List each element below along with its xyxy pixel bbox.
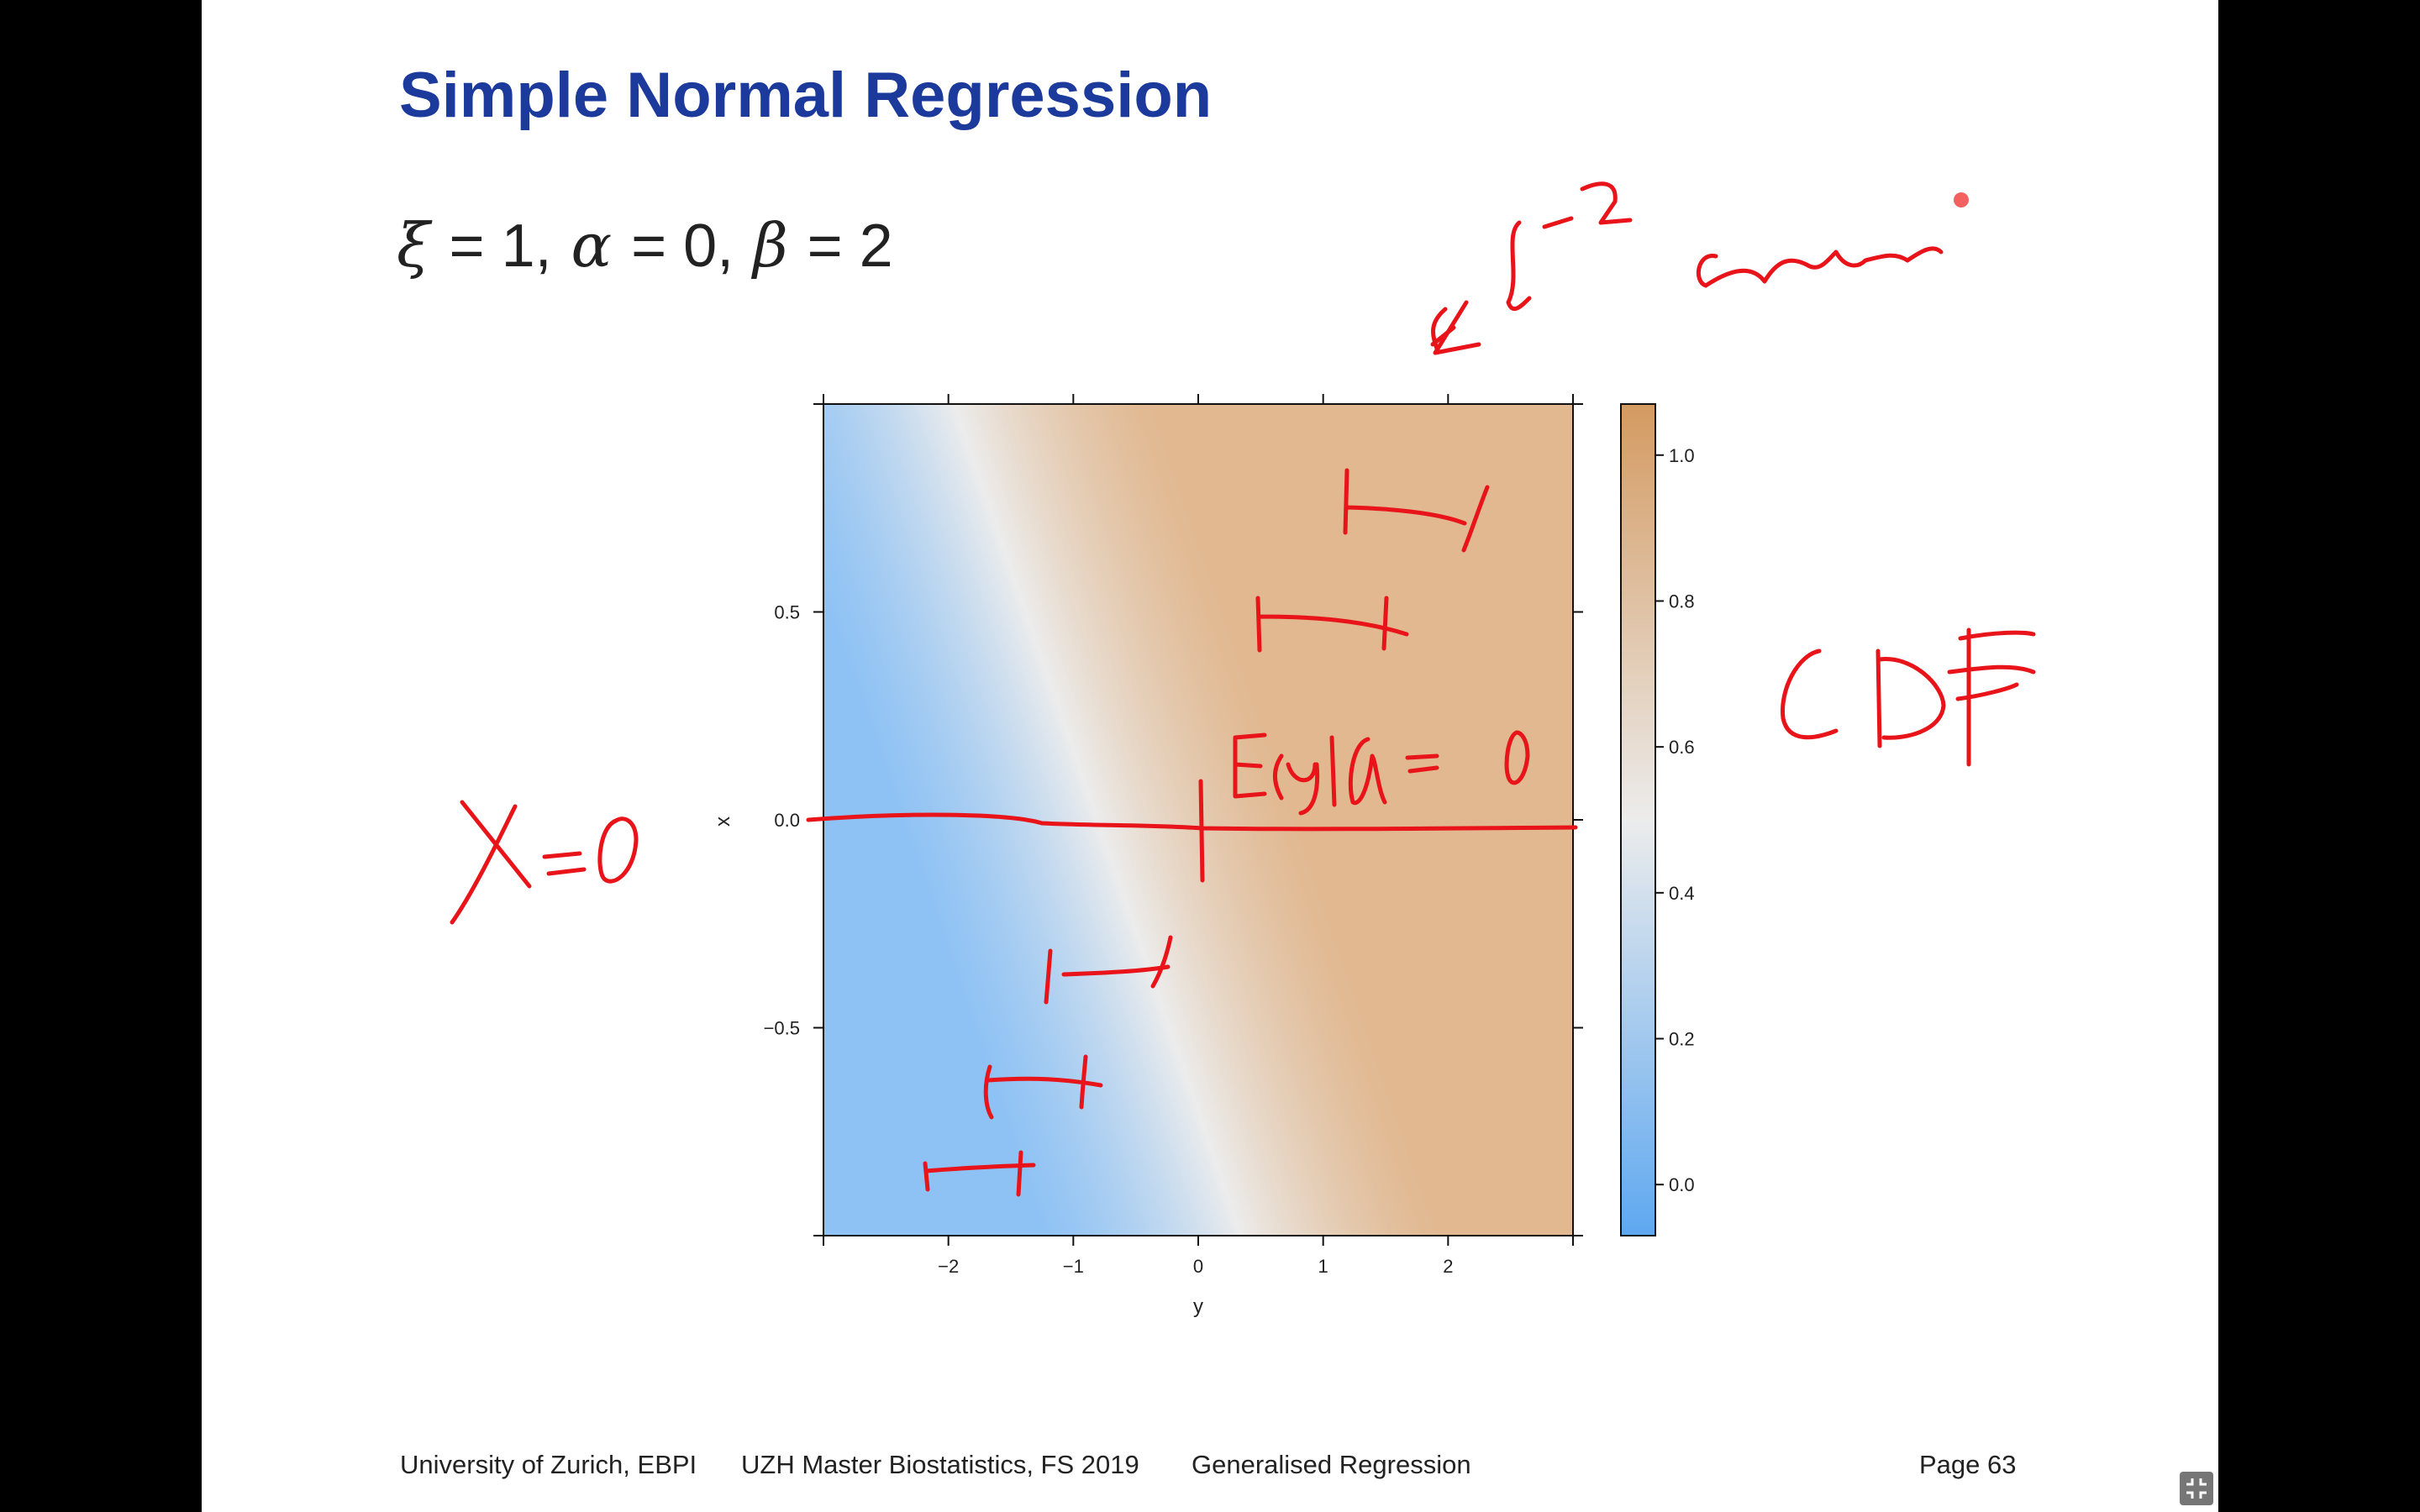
ink-constant-text — [1430, 181, 1944, 351]
ink-x-equals-zero-line — [806, 812, 1578, 832]
y-tick-label: −0.5 — [764, 1018, 800, 1039]
alpha-symbol: α — [571, 210, 613, 281]
x-axis-label: y — [1193, 1295, 1203, 1318]
parameter-formula: ξ = 1, α = 0, β = 2 — [397, 210, 893, 281]
colorbar-ticks: 1.0 0.8 0.6 0.4 0.2 0.0 — [1655, 445, 1695, 1195]
colorbar-tick-label: 0.8 — [1669, 591, 1695, 612]
x-tick-label: 0 — [1193, 1256, 1203, 1277]
footer-course: UZH Master Biostatistics, FS 2019 — [741, 1450, 1139, 1479]
x-axis-ticks: −2 −1 0 1 2 — [823, 394, 1574, 1277]
footer-institution: University of Zurich, EBPI — [400, 1450, 697, 1479]
ink-interval-1 — [1343, 468, 1490, 553]
ink-arrow — [1433, 300, 1481, 355]
ink-interval-4 — [983, 1054, 1103, 1120]
xi-symbol: ξ — [397, 210, 430, 281]
handwritten-annotations — [450, 181, 2036, 1197]
beta-symbol: β — [753, 210, 788, 281]
x-tick-label: 2 — [1443, 1256, 1453, 1277]
ink-y-zero-tick — [1198, 779, 1205, 883]
ink-cdf-text — [1781, 627, 2036, 767]
colorbar-tick-label: 0.4 — [1669, 883, 1695, 904]
beta-value: = 2 — [807, 213, 893, 280]
xi-value: = 1, — [449, 213, 552, 280]
slide: Simple Normal Regression ξ = 1, α = 0, β… — [202, 0, 2218, 1512]
ink-interval-3 — [1044, 935, 1173, 1005]
colorbar-tick-label: 0.0 — [1669, 1174, 1695, 1195]
colorbar-tick-label: 0.6 — [1669, 737, 1695, 758]
ink-x-equals-zero-text — [450, 800, 639, 925]
y-axis-label: x — [712, 816, 734, 827]
heatmap-area — [823, 404, 1573, 1236]
colorbar-tick-label: 1.0 — [1669, 445, 1695, 466]
pointer-dot — [1954, 192, 1969, 207]
ink-expectation-text — [1233, 730, 1530, 816]
ink-interval-2 — [1255, 596, 1409, 653]
x-tick-label: −1 — [1063, 1256, 1084, 1277]
x-tick-label: −2 — [938, 1256, 959, 1277]
x-tick-label: 1 — [1318, 1256, 1328, 1277]
exit-fullscreen-icon[interactable] — [2180, 1472, 2213, 1505]
slide-title: Simple Normal Regression — [399, 60, 1213, 131]
colorbar — [1620, 403, 1656, 1236]
y-tick-label: 0.0 — [774, 810, 800, 831]
y-axis-ticks: 0.5 0.0 −0.5 — [764, 403, 1583, 1236]
alpha-value: = 0, — [631, 213, 734, 280]
ink-interval-5 — [923, 1150, 1036, 1197]
colorbar-tick-label: 0.2 — [1669, 1029, 1695, 1050]
y-tick-label: 0.5 — [774, 602, 800, 623]
footer-topic: Generalised Regression — [1192, 1450, 1471, 1479]
footer-page-number: Page 63 — [1919, 1450, 2017, 1479]
